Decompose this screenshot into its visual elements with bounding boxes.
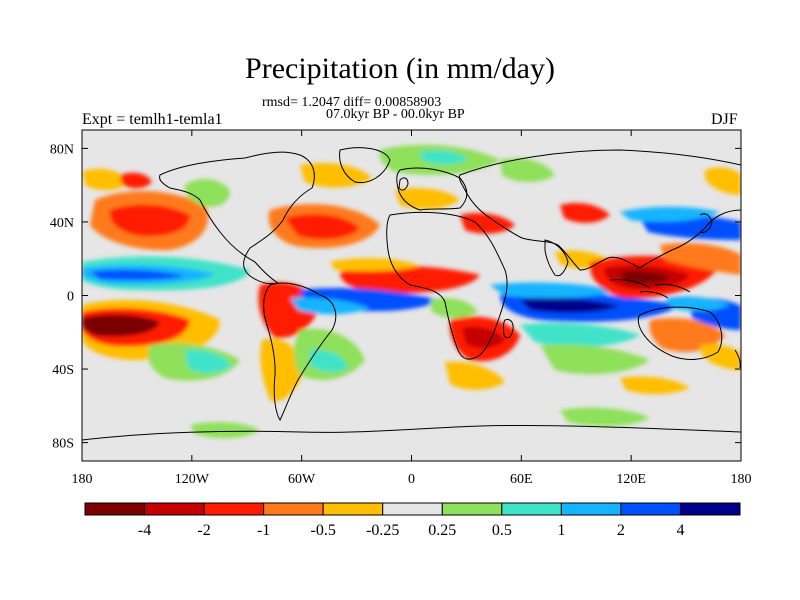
- anomaly-positive-mid: [185, 349, 232, 374]
- season-label: DJF: [711, 111, 738, 128]
- experiment-label: Expt = temlh1-temla1: [82, 111, 223, 128]
- coastline-new-zealand: [734, 349, 741, 369]
- lat-tick-label: 40S: [52, 363, 74, 378]
- colorbar-swatch: [501, 502, 562, 516]
- lon-tick-label: 180: [731, 472, 752, 487]
- lat-tick-label: 80N: [50, 142, 74, 157]
- colorbar-label: -0.5: [311, 522, 336, 539]
- anomaly-negative-low: [705, 167, 741, 195]
- coastline-uk: [398, 177, 409, 191]
- colorbar-label: 0.5: [492, 522, 512, 539]
- anomaly-negative-mid: [340, 265, 480, 294]
- coastline-africa: [386, 211, 508, 360]
- anomaly-negative-low: [260, 338, 305, 402]
- anomaly-positive-mid: [620, 206, 720, 222]
- anomaly-negative-high: [82, 314, 160, 337]
- colorbar-swatch: [560, 502, 622, 516]
- latitude-tick-labels: 80N 40N 0 40S 80S: [50, 142, 74, 451]
- longitude-tick-labels: 180 120W 60W 0 60E 120E 180: [72, 472, 752, 487]
- colorbar-swatch: [322, 502, 384, 516]
- colorbar-swatch: [203, 502, 265, 516]
- lat-tick-label: 80S: [52, 437, 74, 452]
- anomaly-positive-high: [82, 168, 130, 191]
- anomaly-negative-mid: [120, 172, 152, 189]
- period-text: 07.0kyr BP - 00.0kyr BP: [326, 107, 465, 122]
- coastline-greenland: [339, 147, 391, 184]
- colorbar-swatch: [441, 502, 503, 516]
- colorbar-label: 1: [557, 522, 565, 539]
- coastline-south-america: [263, 282, 337, 422]
- lat-tick-label: 40N: [50, 216, 74, 231]
- coastlines: [82, 147, 741, 441]
- anomaly-positive-mid: [290, 297, 370, 315]
- colorbar-swatch: [84, 502, 146, 516]
- coastline-indian-subcontinent: [544, 239, 569, 277]
- anomaly-positive-high: [90, 269, 185, 280]
- map-title: Precipitation (in mm/day): [245, 52, 555, 85]
- anomaly-positive-low: [520, 323, 640, 347]
- coastline-europe: [396, 167, 468, 211]
- lon-tick-label: 60W: [288, 472, 316, 487]
- colorbar-label: 0.25: [428, 522, 456, 539]
- lon-tick-label: 180: [72, 472, 93, 487]
- colorbar-labels: -4 -2 -1 -0.5 -0.25 0.25 0.5 1 2 4: [138, 522, 685, 539]
- colorbar-swatch: [263, 502, 324, 516]
- colorbar: [84, 502, 741, 516]
- anomaly-field: [82, 144, 741, 439]
- anomaly-positive-extreme: [520, 298, 620, 314]
- coastline-australia: [637, 306, 723, 360]
- anomaly-positive-low: [560, 407, 650, 427]
- colorbar-swatch: [679, 502, 741, 516]
- anomaly-negative-low: [620, 376, 690, 395]
- lon-tick-label: 0: [408, 472, 415, 487]
- lon-tick-label: 120W: [175, 472, 210, 487]
- anomaly-positive-low: [420, 150, 468, 165]
- colorbar-label: 2: [617, 522, 625, 539]
- anomaly-negative-low: [330, 258, 420, 272]
- anomaly-negative-mid: [460, 213, 515, 234]
- rmsd-diff-text: rmsd= 1.2047 diff= 0.00858903: [262, 95, 442, 110]
- anomaly-negative-low: [660, 243, 741, 275]
- colorbar-label: -2: [197, 522, 210, 539]
- anomaly-positive-mid: [184, 178, 230, 207]
- map-frame: [81, 129, 742, 462]
- coastline-japan: [699, 213, 713, 233]
- anomaly-positive-mid: [500, 158, 555, 183]
- coastline-indonesia: [609, 279, 691, 299]
- anomaly-negative-low: [445, 361, 505, 390]
- anomaly-positive-mid: [430, 298, 478, 318]
- lat-tick-label: 0: [67, 290, 74, 305]
- colorbar-label: -1: [257, 522, 270, 539]
- colorbar-label: 4: [676, 522, 684, 539]
- coastline-north-america: [159, 151, 315, 285]
- anomaly-negative-mid: [560, 203, 610, 223]
- anomaly-positive-low: [310, 349, 348, 372]
- anomaly-negative-low: [395, 188, 460, 210]
- anomaly-positive-mid: [490, 282, 620, 298]
- lon-tick-label: 60E: [510, 472, 533, 487]
- lon-tick-label: 120E: [616, 472, 646, 487]
- colorbar-swatch: [382, 502, 443, 516]
- anomaly-positive-low: [190, 422, 260, 439]
- colorbar-swatch: [620, 502, 681, 516]
- anomaly-negative-low: [649, 318, 725, 352]
- colorbar-label: -4: [138, 522, 151, 539]
- anomaly-negative-high: [285, 214, 360, 240]
- colorbar-label: -0.25: [366, 522, 399, 539]
- coastline-madagascar: [502, 319, 514, 339]
- coastline-asia: [458, 149, 741, 271]
- anomaly-positive-low: [540, 344, 650, 375]
- anomaly-negative-low: [700, 343, 741, 370]
- colorbar-swatch: [144, 502, 205, 516]
- coastline-antarctica: [82, 424, 741, 441]
- anomaly-positive-mid: [109, 204, 190, 237]
